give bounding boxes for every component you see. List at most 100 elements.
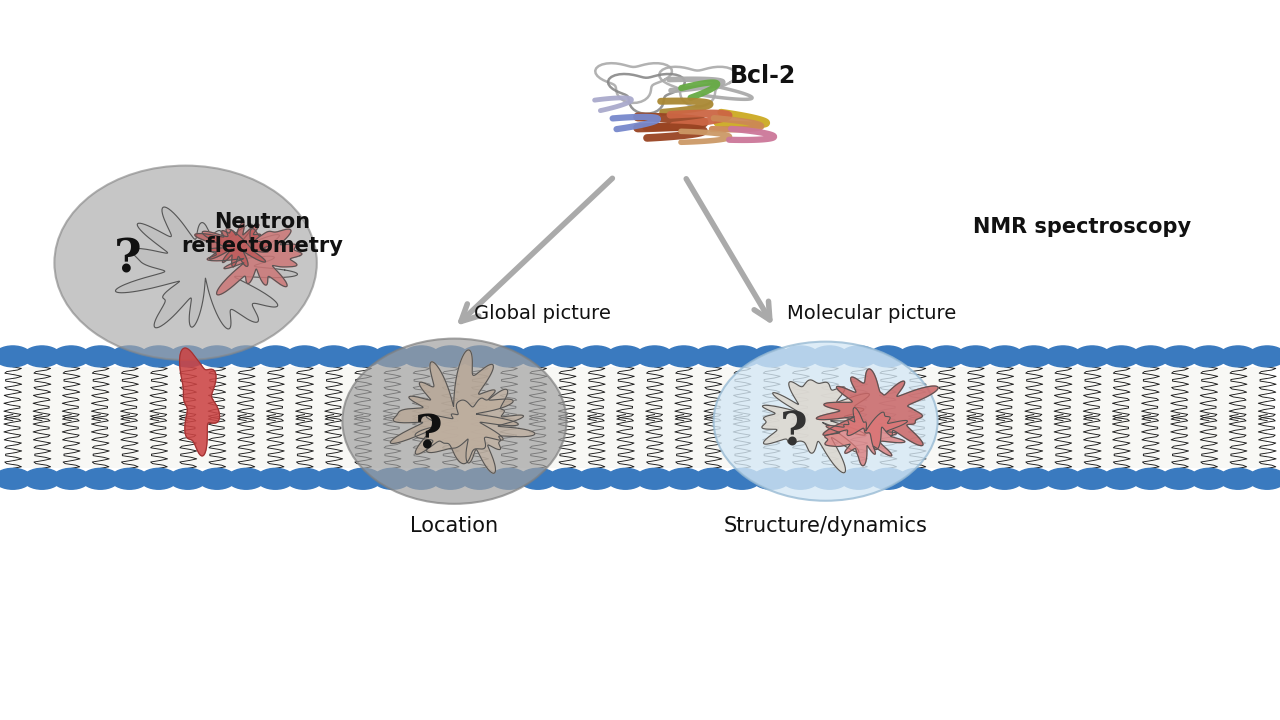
Text: Molecular picture: Molecular picture [787, 304, 956, 323]
Text: ?: ? [780, 409, 808, 455]
Circle shape [928, 468, 965, 490]
Bar [13, 366, 1267, 468]
Circle shape [607, 468, 644, 490]
Circle shape [694, 346, 731, 366]
Circle shape [840, 468, 877, 490]
Ellipse shape [55, 166, 316, 360]
Circle shape [520, 468, 557, 490]
Circle shape [840, 346, 877, 366]
Circle shape [23, 468, 60, 490]
Circle shape [694, 468, 731, 490]
Circle shape [431, 468, 468, 490]
Circle shape [111, 468, 148, 490]
Circle shape [285, 346, 323, 366]
Circle shape [344, 346, 381, 366]
Circle shape [431, 346, 468, 366]
Circle shape [1220, 346, 1257, 366]
Circle shape [461, 346, 498, 366]
Circle shape [315, 346, 352, 366]
Circle shape [490, 346, 527, 366]
Circle shape [0, 468, 32, 490]
Circle shape [169, 468, 206, 490]
Polygon shape [202, 228, 302, 295]
Circle shape [228, 468, 265, 490]
Circle shape [986, 468, 1023, 490]
Circle shape [899, 468, 936, 490]
Circle shape [1132, 468, 1169, 490]
Text: ?: ? [114, 236, 142, 282]
Polygon shape [762, 380, 869, 473]
Circle shape [23, 346, 60, 366]
Circle shape [1161, 346, 1198, 366]
Text: NMR spectroscopy: NMR spectroscopy [973, 217, 1190, 237]
Polygon shape [390, 350, 518, 464]
Circle shape [403, 468, 440, 490]
Circle shape [782, 468, 819, 490]
Circle shape [374, 346, 411, 366]
Circle shape [257, 346, 294, 366]
Circle shape [1249, 468, 1280, 490]
Text: Bcl-2: Bcl-2 [730, 63, 796, 88]
Circle shape [723, 468, 760, 490]
Circle shape [986, 346, 1023, 366]
Text: Structure/dynamics: Structure/dynamics [723, 516, 928, 536]
Circle shape [812, 346, 849, 366]
Circle shape [140, 468, 177, 490]
Circle shape [753, 468, 790, 490]
Circle shape [607, 346, 644, 366]
Circle shape [1190, 346, 1228, 366]
Circle shape [869, 468, 906, 490]
Circle shape [1161, 468, 1198, 490]
Circle shape [1103, 468, 1140, 490]
Circle shape [1249, 346, 1280, 366]
Circle shape [1220, 468, 1257, 490]
Circle shape [1015, 346, 1052, 366]
Circle shape [636, 468, 673, 490]
Text: ?: ? [415, 413, 443, 459]
Circle shape [1044, 346, 1082, 366]
Circle shape [140, 346, 177, 366]
Circle shape [315, 468, 352, 490]
Polygon shape [817, 369, 938, 449]
Circle shape [257, 468, 294, 490]
Circle shape [344, 468, 381, 490]
Circle shape [636, 346, 673, 366]
Circle shape [812, 468, 849, 490]
Circle shape [111, 346, 148, 366]
Polygon shape [415, 390, 535, 473]
Circle shape [577, 468, 614, 490]
Circle shape [549, 346, 586, 366]
Polygon shape [195, 222, 271, 267]
Circle shape [928, 346, 965, 366]
Circle shape [403, 346, 440, 366]
Circle shape [1132, 346, 1169, 366]
Circle shape [549, 468, 586, 490]
Circle shape [169, 346, 206, 366]
Polygon shape [179, 348, 220, 456]
Circle shape [198, 346, 236, 366]
Circle shape [577, 346, 614, 366]
Circle shape [490, 468, 527, 490]
Circle shape [82, 468, 119, 490]
Circle shape [666, 468, 703, 490]
Circle shape [461, 468, 498, 490]
Circle shape [82, 346, 119, 366]
Circle shape [666, 346, 703, 366]
Circle shape [957, 346, 995, 366]
Circle shape [899, 346, 936, 366]
Circle shape [1190, 468, 1228, 490]
Circle shape [753, 346, 790, 366]
Circle shape [1015, 468, 1052, 490]
Text: Neutron
reflectometry: Neutron reflectometry [182, 212, 343, 256]
Circle shape [520, 346, 557, 366]
Text: Global picture: Global picture [474, 304, 611, 323]
Circle shape [52, 346, 90, 366]
Polygon shape [115, 207, 297, 329]
Circle shape [228, 346, 265, 366]
Circle shape [285, 468, 323, 490]
Circle shape [1103, 346, 1140, 366]
Ellipse shape [343, 338, 567, 504]
Circle shape [723, 346, 760, 366]
Polygon shape [824, 408, 908, 466]
Circle shape [782, 346, 819, 366]
